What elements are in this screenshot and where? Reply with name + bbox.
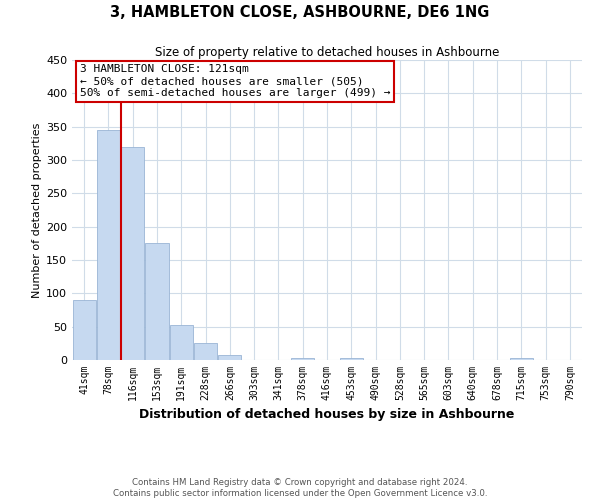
X-axis label: Distribution of detached houses by size in Ashbourne: Distribution of detached houses by size … xyxy=(139,408,515,422)
Text: 3 HAMBLETON CLOSE: 121sqm
← 50% of detached houses are smaller (505)
50% of semi: 3 HAMBLETON CLOSE: 121sqm ← 50% of detac… xyxy=(80,64,390,98)
Bar xyxy=(218,354,241,360)
Bar xyxy=(73,300,95,360)
Bar xyxy=(97,130,120,360)
Title: Size of property relative to detached houses in Ashbourne: Size of property relative to detached ho… xyxy=(155,46,499,59)
Y-axis label: Number of detached properties: Number of detached properties xyxy=(32,122,42,298)
Bar xyxy=(170,324,193,360)
Bar xyxy=(510,358,533,360)
Bar xyxy=(121,146,144,360)
Bar xyxy=(291,358,314,360)
Bar xyxy=(145,244,169,360)
Text: 3, HAMBLETON CLOSE, ASHBOURNE, DE6 1NG: 3, HAMBLETON CLOSE, ASHBOURNE, DE6 1NG xyxy=(110,5,490,20)
Bar xyxy=(194,342,217,360)
Text: Contains HM Land Registry data © Crown copyright and database right 2024.
Contai: Contains HM Land Registry data © Crown c… xyxy=(113,478,487,498)
Bar xyxy=(340,358,363,360)
